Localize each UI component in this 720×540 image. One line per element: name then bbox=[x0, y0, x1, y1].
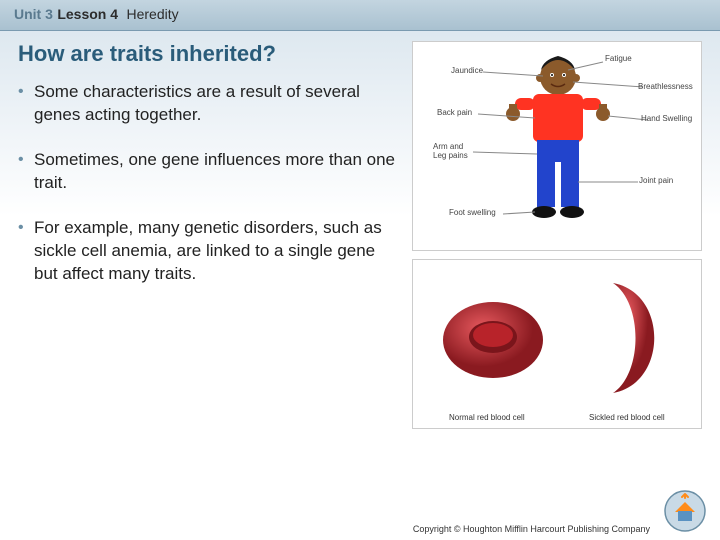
label-fatigue: Fatigue bbox=[605, 54, 632, 63]
topic-label: Heredity bbox=[127, 6, 179, 22]
home-icon bbox=[664, 490, 706, 532]
bullet-list: Some characteristics are a result of sev… bbox=[18, 81, 402, 286]
label-armleg: Arm and Leg pains bbox=[433, 142, 468, 160]
label-jaundice: Jaundice bbox=[451, 66, 483, 75]
blood-cell-diagram: Normal red blood cell Sickled red blood … bbox=[412, 259, 702, 429]
label-normal-cell: Normal red blood cell bbox=[449, 413, 525, 422]
main-content: How are traits inherited? Some character… bbox=[0, 31, 720, 429]
label-backpain: Back pain bbox=[437, 108, 472, 117]
symptom-diagram: Jaundice Fatigue Breathlessness Back pai… bbox=[412, 41, 702, 251]
unit-label: Unit 3 bbox=[14, 6, 53, 22]
blood-cells-svg bbox=[413, 260, 703, 430]
right-column: Jaundice Fatigue Breathlessness Back pai… bbox=[412, 41, 702, 429]
header-bar: Unit 3 Lesson 4 Heredity bbox=[0, 0, 720, 31]
label-breathlessness: Breathlessness bbox=[638, 82, 693, 91]
label-footswelling: Foot swelling bbox=[449, 208, 496, 217]
lesson-label: Lesson 4 bbox=[57, 6, 118, 22]
left-column: How are traits inherited? Some character… bbox=[18, 41, 402, 429]
label-handswelling: Hand Swelling bbox=[641, 114, 692, 123]
bullet-item: For example, many genetic disorders, suc… bbox=[18, 217, 402, 286]
label-sickled-cell: Sickled red blood cell bbox=[589, 413, 665, 422]
bullet-item: Sometimes, one gene influences more than… bbox=[18, 149, 402, 195]
page-title: How are traits inherited? bbox=[18, 41, 402, 67]
label-jointpain: Joint pain bbox=[639, 176, 673, 185]
home-button[interactable] bbox=[664, 490, 706, 532]
copyright-footer: Copyright © Houghton Mifflin Harcourt Pu… bbox=[413, 524, 650, 534]
bullet-item: Some characteristics are a result of sev… bbox=[18, 81, 402, 127]
